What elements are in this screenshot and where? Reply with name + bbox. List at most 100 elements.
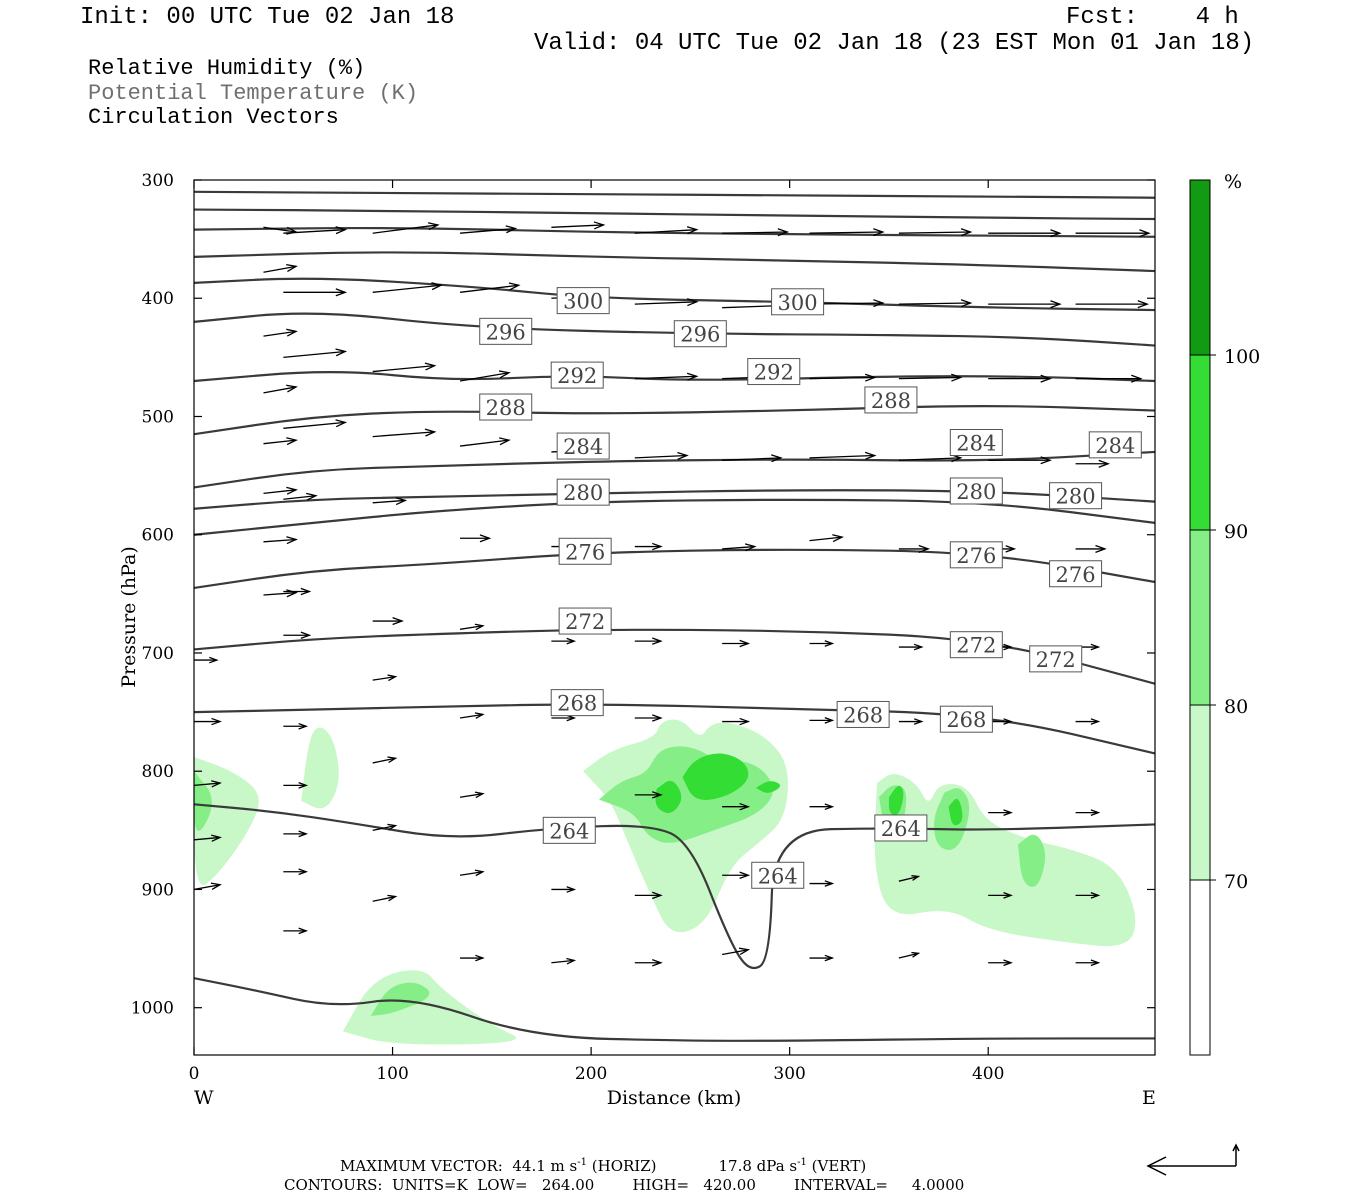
contour-label-box [1029, 645, 1083, 673]
circulation-vector [1075, 229, 1151, 238]
contour-label-box [949, 541, 1003, 569]
circulation-vector [263, 437, 298, 446]
rh-region-80 [370, 982, 430, 1016]
circulation-vector [988, 456, 1052, 465]
circulation-vector [263, 536, 298, 545]
contour-label-272: 272 [956, 634, 996, 658]
circulation-vector [988, 809, 1013, 816]
x-axis-title: Distance (km) [607, 1087, 742, 1109]
circulation-vector [988, 300, 1062, 309]
contours-info: CONTOURS: UNITS=K LOW= 264.00 HIGH= 420.… [284, 1176, 965, 1194]
circulation-vector [372, 823, 398, 831]
circulation-vector [1075, 300, 1150, 309]
theta-contour-296 [194, 312, 1155, 347]
circulation-vector [634, 714, 663, 722]
valid-time-label: Valid: 04 UTC Tue 02 Jan 18 (23 EST Mon … [534, 30, 1255, 57]
contour-label-276: 276 [956, 544, 996, 568]
contour-label-292: 292 [754, 361, 794, 385]
rh-region-70 [874, 774, 1136, 947]
circulation-vector [283, 927, 309, 935]
contour-label-268: 268 [557, 692, 597, 716]
colorbar-label-80: 80 [1224, 696, 1248, 718]
reference-vector-icon [1146, 1143, 1240, 1176]
circulation-vector [283, 868, 309, 876]
circulation-vector [634, 891, 663, 900]
circulation-vector [194, 717, 222, 726]
contour-label-box [558, 537, 612, 565]
circulation-vector [194, 656, 219, 664]
circulation-vector [460, 534, 492, 543]
circulation-vector [898, 544, 931, 553]
colorbar-swatch-below-70 [1190, 880, 1210, 1055]
circulation-vector [283, 631, 312, 639]
circulation-vector [988, 959, 1013, 967]
y-tick-label: 700 [142, 644, 174, 664]
circulation-vector [988, 892, 1013, 899]
circulation-vector [809, 228, 885, 237]
circulation-vector [898, 373, 963, 382]
circulation-vector [898, 228, 973, 237]
circulation-vector [809, 880, 835, 887]
circulation-vector [263, 328, 298, 337]
circulation-vector [372, 756, 398, 764]
circulation-vector [283, 722, 309, 730]
colorbar-frame [1189, 179, 1211, 1056]
contour-label-276: 276 [1056, 563, 1096, 587]
x-tick-label: 200 [575, 1064, 607, 1084]
max-vert-value: 17.8 dPa s [718, 1157, 798, 1175]
circulation-vector [283, 288, 348, 297]
circulation-vector [634, 451, 689, 460]
circulation-vector [634, 542, 663, 551]
contour-label-box [939, 705, 993, 733]
contour-label-box [874, 814, 928, 842]
contour-label-box [550, 689, 604, 717]
x-tick-label: 100 [376, 1064, 408, 1084]
circulation-vector [263, 486, 298, 495]
y-tick-label: 500 [142, 407, 174, 427]
circulation-vector [898, 951, 921, 959]
max-horiz-value: 44.1 m s [512, 1157, 578, 1175]
circulation-vector [634, 959, 663, 967]
rh-region-70 [194, 757, 259, 886]
circulation-vector [1075, 959, 1101, 967]
theta-contour-272 [194, 628, 1155, 685]
circulation-vector [459, 437, 511, 447]
plot-frame [193, 179, 1156, 1056]
contour-labels: 300 300 296 296 292 292 288 288 284 284 284 280 280 2… [479, 287, 1142, 889]
contour-label-288: 288 [486, 396, 526, 420]
contour-label-288: 288 [871, 389, 911, 413]
circulation-vector [1075, 809, 1101, 816]
contour-label-box [949, 631, 1003, 659]
circulation-vector [194, 834, 222, 842]
circulation-vector [634, 791, 663, 799]
rh-region-70 [301, 727, 339, 809]
contour-label-box [542, 816, 596, 844]
contour-label-box [556, 478, 610, 506]
y-tick-label: 600 [142, 526, 174, 546]
circulation-vector [283, 419, 348, 429]
contour-label-264: 264 [758, 864, 798, 888]
circulation-vector [1075, 374, 1143, 383]
circulation-vector [898, 299, 973, 308]
circulation-vector [1075, 718, 1101, 725]
x-tick-label: 300 [773, 1064, 805, 1084]
circulation-vector [722, 543, 757, 552]
circulation-vector [809, 954, 835, 962]
x-axis-west-label: W [194, 1087, 214, 1109]
x-axis-east-label: E [1142, 1087, 1156, 1109]
circulation-vector [283, 782, 309, 789]
contour-label-296: 296 [486, 320, 526, 344]
circulation-vector [722, 717, 751, 726]
theta-contours [194, 190, 1155, 1042]
contour-label-292: 292 [557, 364, 597, 388]
theta-contour-284 [194, 450, 1155, 489]
circulation-vector [459, 370, 511, 382]
colorbar: 70 80 90 100 [1189, 179, 1260, 1056]
colorbar-swatch-100 [1190, 180, 1210, 355]
circulation-vector [194, 780, 222, 788]
circulation-vector [283, 587, 312, 596]
circulation-vector [459, 712, 485, 719]
circulation-vector [551, 886, 577, 893]
circulation-vector [283, 348, 348, 359]
